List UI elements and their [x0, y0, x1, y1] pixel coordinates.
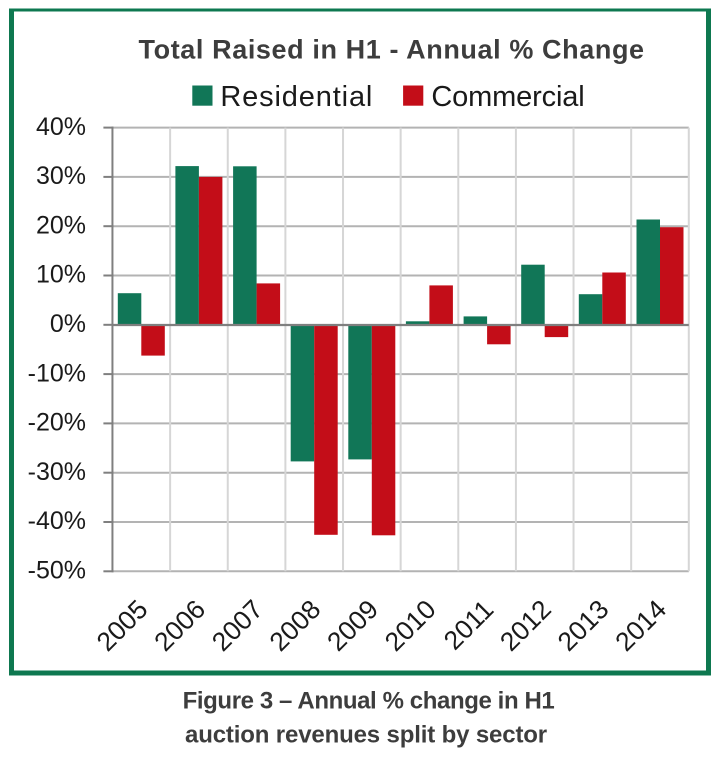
svg-text:-40%: -40%	[28, 507, 86, 535]
svg-text:Figure 3 – Annual % change in: Figure 3 – Annual % change in H1	[183, 688, 555, 715]
svg-text:Commercial: Commercial	[431, 81, 584, 113]
svg-text:-10%: -10%	[28, 359, 86, 387]
svg-text:40%: 40%	[36, 113, 86, 141]
svg-text:0%: 0%	[50, 310, 86, 338]
svg-text:-50%: -50%	[28, 557, 86, 585]
svg-text:-20%: -20%	[28, 409, 86, 437]
svg-text:20%: 20%	[36, 211, 86, 239]
svg-text:30%: 30%	[36, 162, 86, 190]
svg-text:Total Raised in H1 - Annual %: Total Raised in H1 - Annual % Change	[139, 34, 645, 64]
svg-text:-30%: -30%	[28, 458, 86, 486]
svg-text:Residential: Residential	[220, 81, 373, 113]
svg-text:auction revenues split by sect: auction revenues split by sector	[185, 722, 547, 749]
svg-text:10%: 10%	[36, 261, 86, 289]
